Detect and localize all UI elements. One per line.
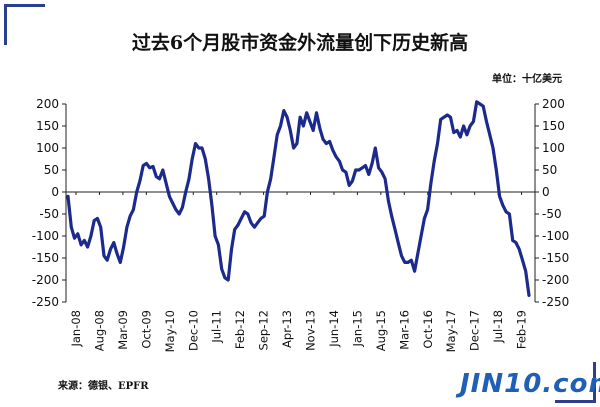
frame-corner-bottom-right [555,362,596,403]
x-tick-label: Nov-13 [304,310,318,351]
y-tick-label-left: -250 [32,295,59,309]
x-tick-label: Aug-15 [374,310,388,351]
y-tick-label-right: -50 [542,207,562,221]
y-tick-label-left: 100 [36,141,59,155]
y-tick-label-right: -250 [542,295,569,309]
watermark-text: JIN10.com [460,369,600,399]
x-tick-label: Jul-11 [210,310,224,344]
x-tick-label: Jan-15 [350,310,364,348]
x-tick-label: Oct-16 [421,310,435,349]
x-tick-label: Oct-09 [139,310,153,349]
y-tick-label-right: 50 [542,163,557,177]
x-tick-label: Dec-10 [186,310,200,351]
x-tick-label: Feb-19 [515,310,529,349]
y-tick-label-left: 0 [51,185,59,199]
y-tick-label-right: 100 [542,141,565,155]
y-tick-label-right: 150 [542,119,565,133]
y-tick-label-left: -150 [32,251,59,265]
x-tick-label: Sep-12 [257,310,271,350]
x-tick-label: Dec-17 [468,310,482,351]
x-tick-label: Jul-18 [491,310,505,344]
x-tick-label: Mar-09 [116,310,130,350]
y-tick-label-left: 200 [36,97,59,111]
y-tick-label-right: -150 [542,251,569,265]
y-tick-label-right: 200 [542,97,565,111]
frame-corner-top-left [4,4,45,45]
y-tick-label-left: -200 [32,273,59,287]
y-tick-label-left: -50 [39,207,59,221]
x-tick-label: Jan-08 [69,310,83,348]
x-tick-label: Feb-12 [233,310,247,349]
y-tick-label-left: 50 [44,163,59,177]
series-line [66,100,531,297]
y-tick-label-right: -200 [542,273,569,287]
unit-label: 单位：十亿美元 [492,74,562,85]
jin10-watermark-logo: JIN10.com [460,369,600,399]
y-tick-label-right: -100 [542,229,569,243]
x-tick-label: May-10 [163,310,177,352]
x-tick-label: Mar-16 [397,310,411,350]
y-tick-label-left: -100 [32,229,59,243]
chart-title: 过去6个月股市资金外流量创下历史新高 [131,32,469,54]
y-tick-label-right: 0 [542,185,550,199]
x-tick-label: May-17 [444,310,458,352]
source-label: 来源：德银、EPFR [58,381,149,392]
x-tick-label: Aug-08 [92,310,106,351]
y-tick-label-left: 150 [36,119,59,133]
x-tick-label: Apr-13 [280,310,294,348]
x-tick-label: Jun-14 [327,310,341,348]
